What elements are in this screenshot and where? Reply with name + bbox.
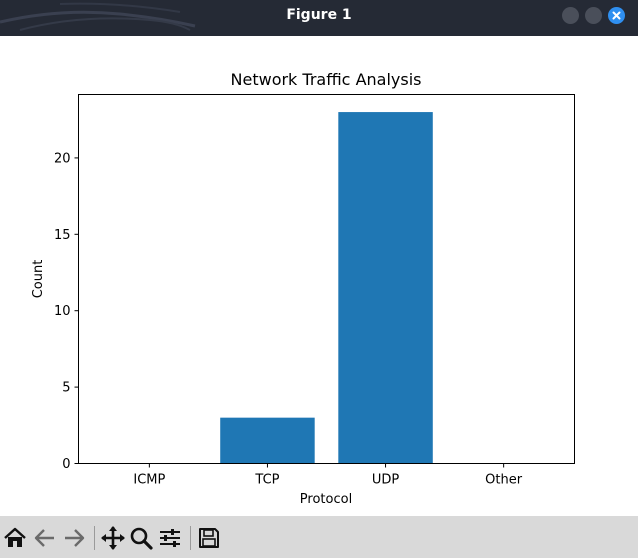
bars-group <box>220 112 433 464</box>
axes-frame <box>78 94 575 464</box>
forward-button[interactable] <box>61 525 87 551</box>
navigation-toolbar <box>0 516 638 558</box>
x-axis-label: Protocol <box>300 492 352 507</box>
bar-chart: Network Traffic Analysis 0 5 10 15 20 ICMP TC… <box>31 70 575 507</box>
y-axis: 0 5 10 15 20 <box>54 151 79 472</box>
configure-button[interactable] <box>157 525 183 551</box>
y-tick-label: 15 <box>54 228 71 243</box>
close-icon <box>612 11 621 20</box>
close-button[interactable] <box>608 7 625 24</box>
window-title: Figure 1 <box>286 7 352 23</box>
y-tick-label: 0 <box>62 457 70 472</box>
pan-button[interactable] <box>100 525 126 551</box>
zoom-icon <box>130 527 153 550</box>
x-tick-label: Other <box>485 473 523 488</box>
figure-canvas: Network Traffic Analysis 0 5 10 15 20 ICMP TC… <box>0 36 638 516</box>
save-button[interactable] <box>196 525 222 551</box>
x-tick-label: TCP <box>254 473 279 488</box>
bar-udp <box>338 112 433 464</box>
chart-title: Network Traffic Analysis <box>231 70 422 89</box>
y-axis-label: Count <box>31 260 46 299</box>
x-tick-label: ICMP <box>133 473 165 488</box>
maximize-button[interactable] <box>585 7 602 24</box>
save-icon <box>199 528 219 548</box>
y-tick-label: 5 <box>62 381 70 396</box>
minimize-button[interactable] <box>562 7 579 24</box>
y-tick-label: 10 <box>54 304 71 319</box>
x-tick-label: UDP <box>372 473 400 488</box>
window-titlebar: Figure 1 <box>0 0 638 36</box>
bar-tcp <box>220 417 315 464</box>
toolbar-separator <box>190 526 191 550</box>
configure-icon <box>160 529 180 547</box>
toolbar-separator <box>94 526 95 550</box>
zoom-button[interactable] <box>128 525 154 551</box>
y-tick-label: 20 <box>54 151 71 166</box>
x-axis: ICMP TCP UDP Other <box>133 463 523 488</box>
back-button[interactable] <box>32 525 58 551</box>
pan-icon <box>101 526 125 550</box>
home-icon <box>4 527 26 547</box>
home-button[interactable] <box>2 525 28 551</box>
back-icon <box>34 529 54 547</box>
forward-icon <box>65 529 85 547</box>
titlebar-decoration <box>0 2 196 31</box>
